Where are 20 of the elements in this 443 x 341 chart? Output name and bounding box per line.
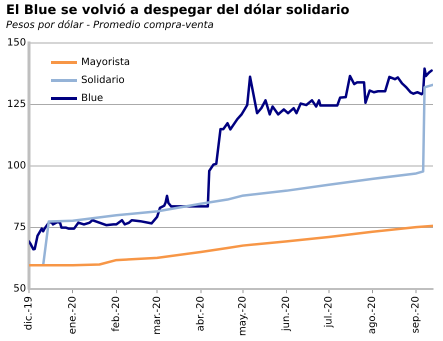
x-tick-label: ene.-20 [67,296,78,334]
x-tick-label: dic.-19 [24,296,35,330]
y-tick-label: 50 [13,284,26,295]
legend-label: Solidario [81,74,125,86]
legend-label: Mayorista [81,56,130,68]
chart-title: El Blue se volvió a despegar del dólar solidario [6,3,350,18]
x-tick-label: jul.-20 [323,296,334,329]
x-tick-label: feb.-20 [110,296,122,332]
x-tick-label: ago.-20 [367,296,378,334]
y-tick-label: 150 [6,38,26,49]
x-tick-label: sep.-20 [410,296,422,334]
y-tick-label: 100 [6,160,26,172]
legend-label: Blue [81,92,104,104]
x-tick-label: mar.-20 [152,296,163,335]
x-tick-label: may.-20 [238,296,249,336]
y-tick-label: 125 [6,99,26,110]
x-tick-label: abr.-20 [195,296,206,332]
x-tick-label: jun.-20 [281,296,292,332]
y-tick-label: 75 [13,222,26,234]
chart-subtitle: Pesos por dólar - Promedio compra-venta [6,20,214,31]
